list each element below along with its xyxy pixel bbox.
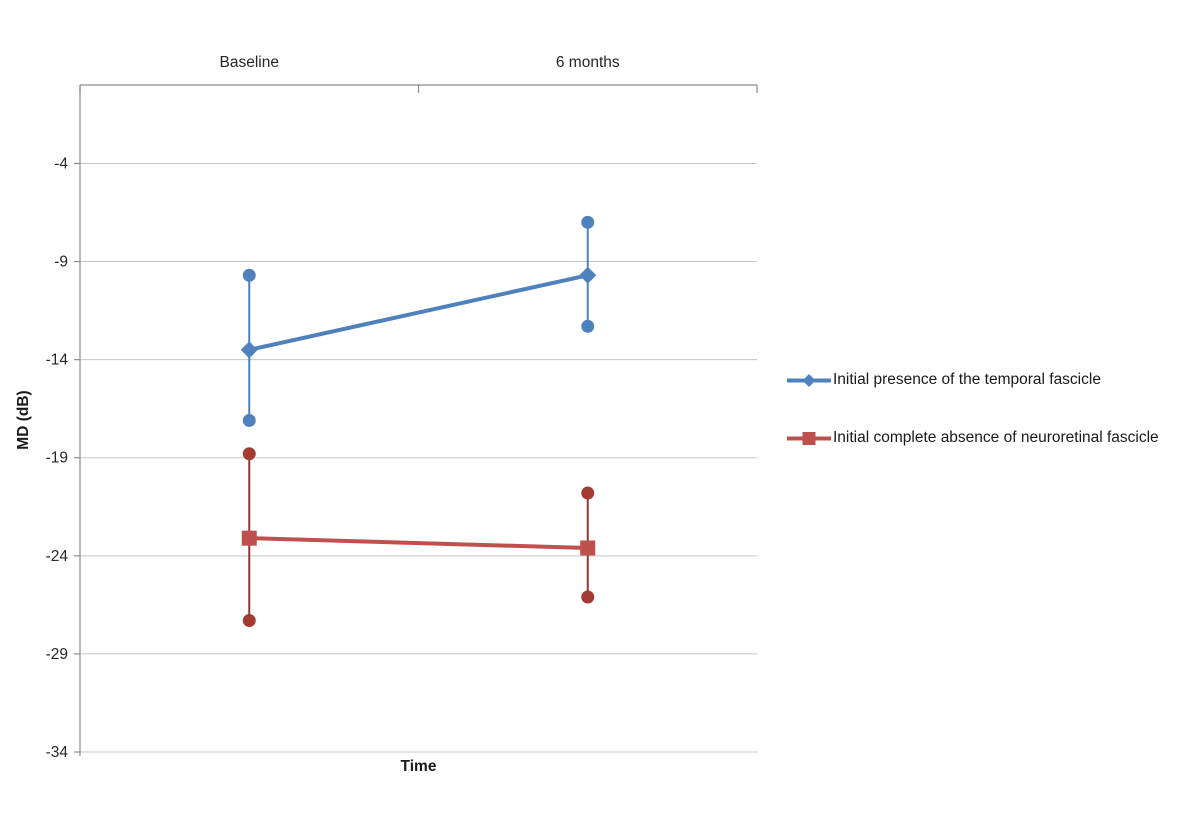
data-point-square [580, 540, 596, 556]
x-category-label: 6 months [556, 54, 620, 71]
legend-item-neuroretinal-fascicle: Initial complete absence of neuroretinal… [786, 428, 1190, 448]
error-cap-upper [242, 447, 256, 461]
y-tick-label: -29 [46, 646, 68, 663]
error-cap-upper [242, 268, 256, 282]
data-point-square [241, 530, 257, 546]
y-tick-label: -19 [46, 450, 68, 467]
y-axis-title: MD (dB) [15, 390, 32, 450]
x-category-label: Baseline [220, 54, 279, 71]
error-cap-lower [581, 319, 595, 333]
series-line [249, 536, 588, 550]
y-tick-label: -9 [54, 254, 68, 271]
legend-line-diamond-icon [787, 374, 831, 387]
legend-marker-shape [802, 374, 816, 387]
legend: Initial presence of the temporal fascicl… [786, 370, 1190, 448]
error-cap-upper [581, 215, 595, 229]
legend-item-temporal-fascicle: Initial presence of the temporal fascicl… [786, 370, 1190, 390]
x-axis-title: Time [400, 758, 437, 775]
y-tick-label: -4 [54, 155, 68, 172]
error-cap-lower [242, 614, 256, 628]
series-line [248, 273, 589, 352]
data-point-diamond [579, 266, 597, 284]
y-tick-label: -34 [46, 744, 69, 761]
legend-marker-shape [802, 432, 816, 445]
y-tick-label: -24 [46, 548, 69, 565]
legend-label: Initial presence of the temporal fascicl… [833, 371, 1101, 388]
error-cap-upper [581, 486, 595, 500]
legend-line-square-icon [787, 432, 831, 445]
data-point-diamond [240, 341, 258, 359]
y-tick-label: -14 [46, 352, 69, 369]
error-cap-lower [581, 590, 595, 604]
error-cap-lower [242, 413, 256, 427]
legend-label: Initial complete absence of neuroretinal… [833, 429, 1159, 446]
